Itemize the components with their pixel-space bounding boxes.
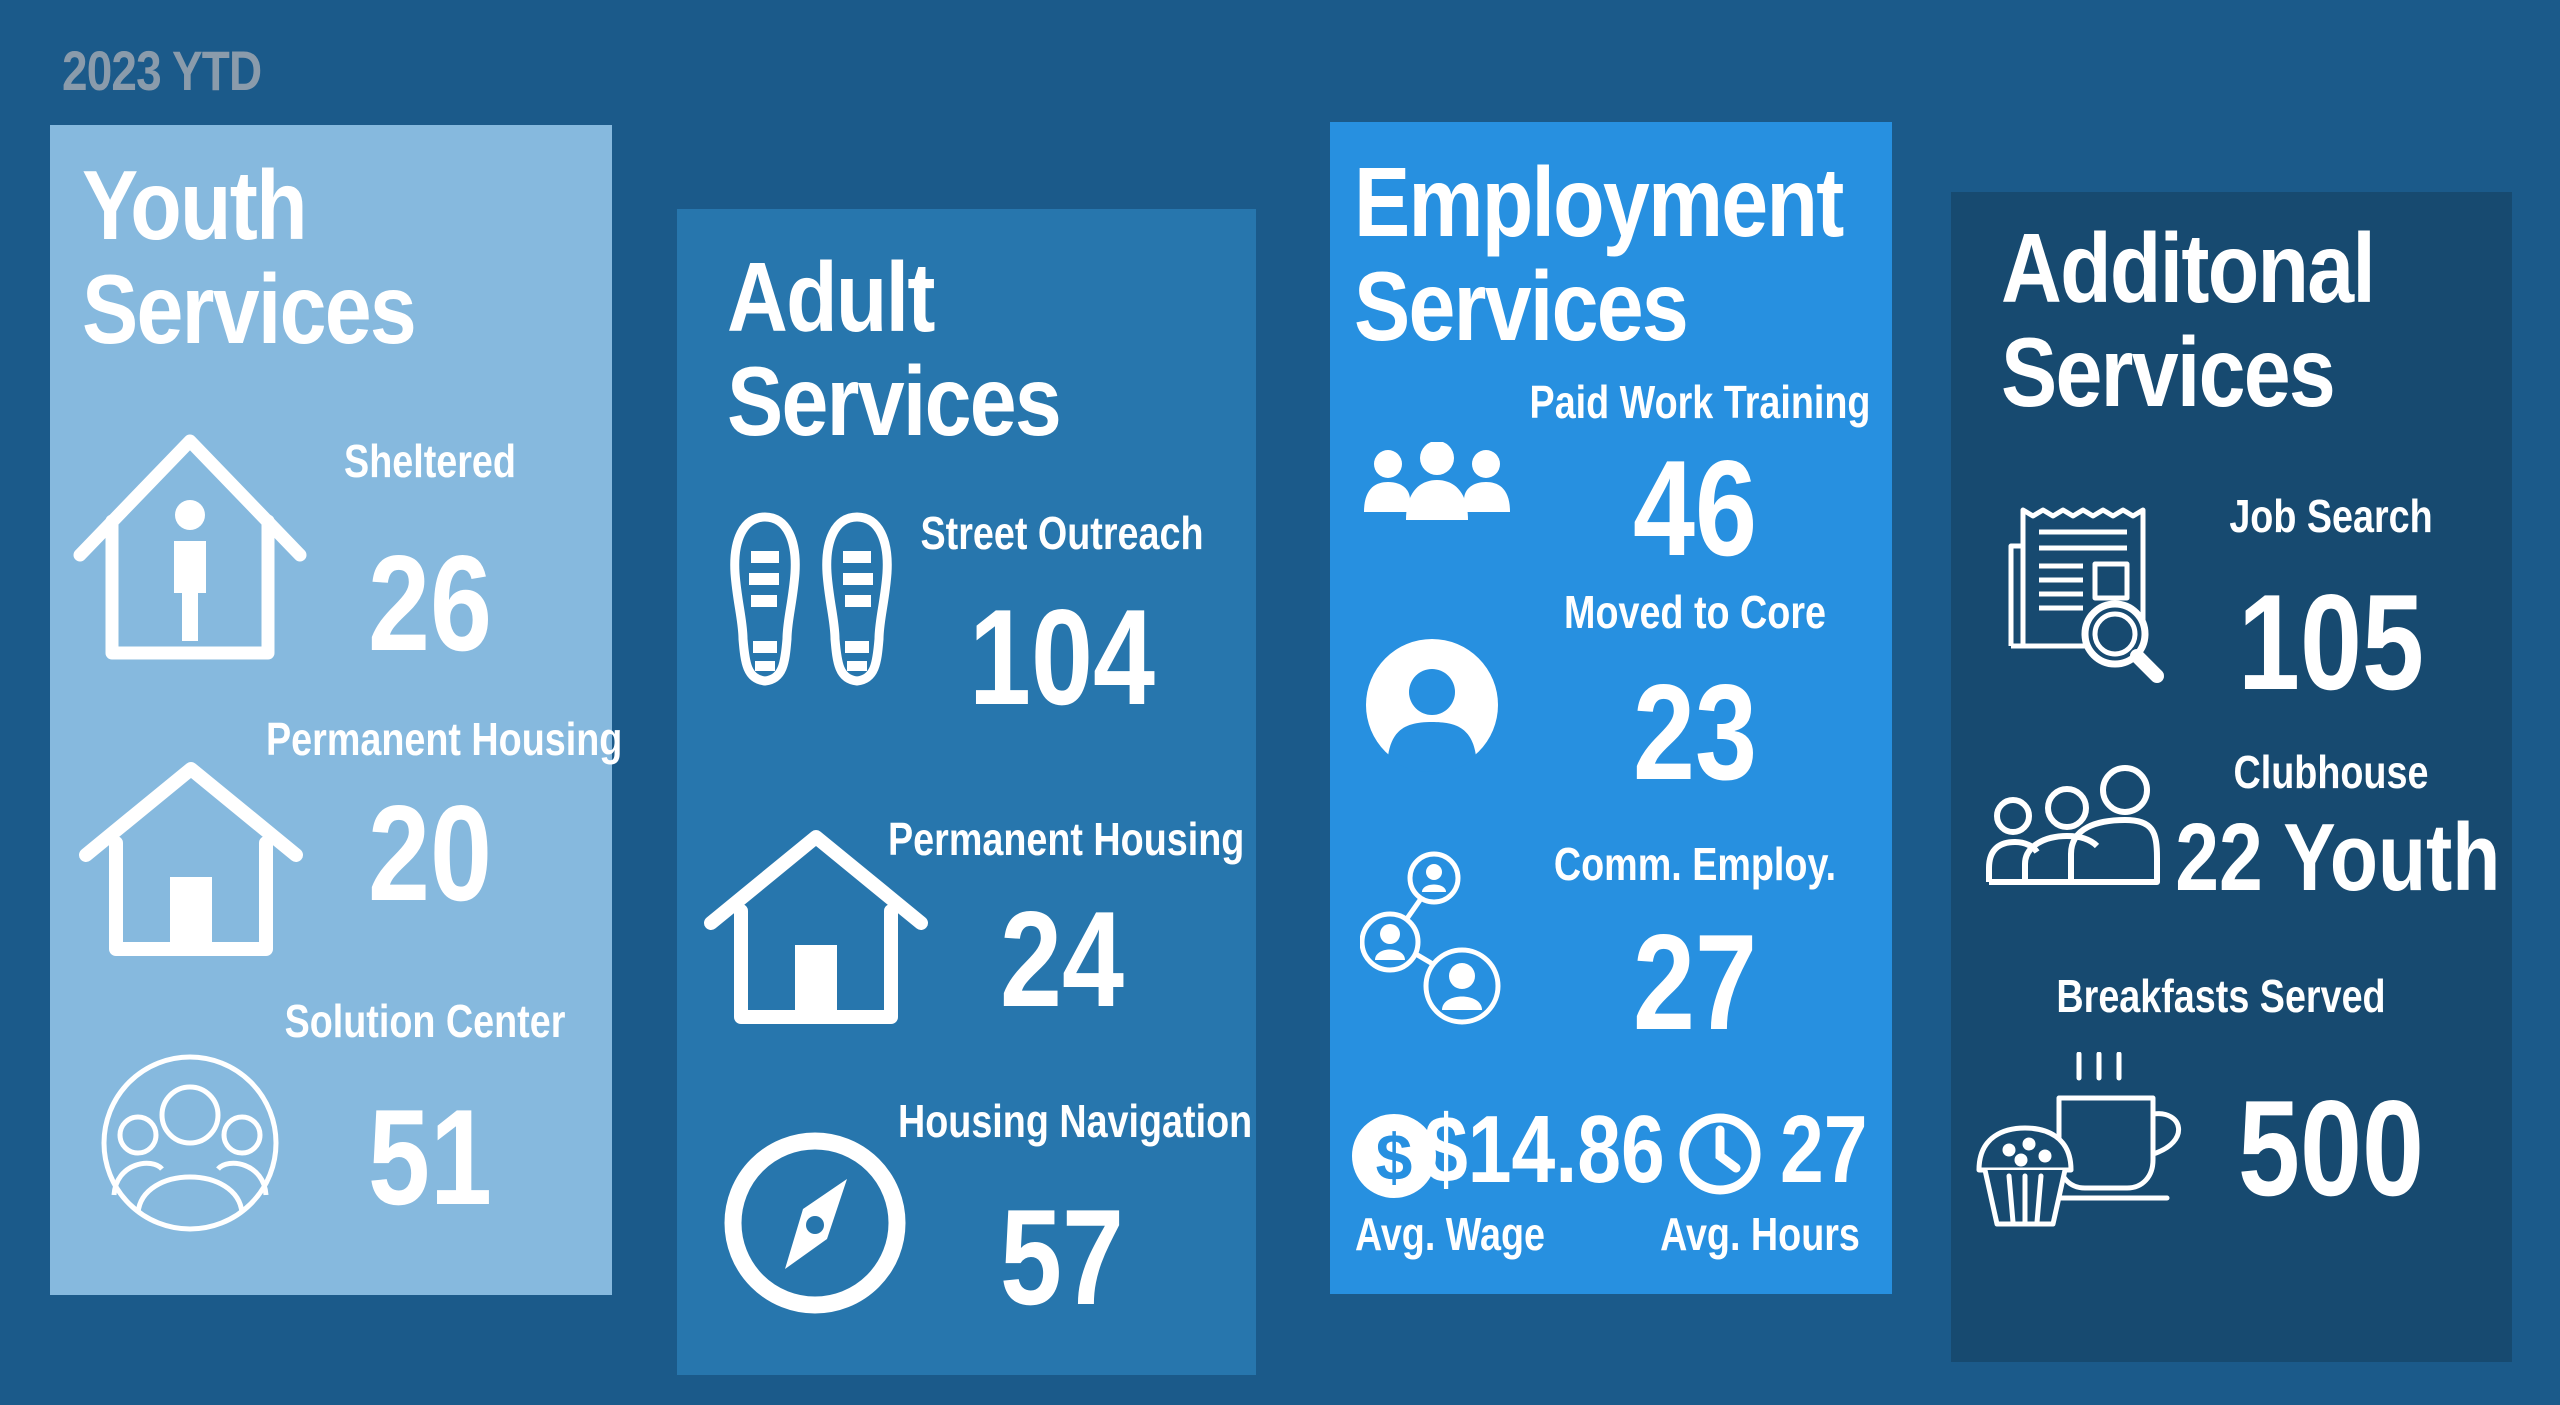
dollar-icon: $ <box>1350 1108 1438 1204</box>
stat-value-breakfasts-served: 500 <box>2237 1072 2425 1224</box>
stat-label-comm-employ: Comm. Employ. <box>1553 838 1837 890</box>
coffee-muffin-icon <box>1975 1052 2195 1232</box>
employment-services-title: Employment Services <box>1354 147 1844 361</box>
period-label: 2023 YTD <box>62 39 262 102</box>
stat-label-housing-navigation: Housing Navigation <box>898 1095 1253 1147</box>
house-person-icon <box>70 423 310 663</box>
stat-value-street-outreach: 104 <box>968 581 1156 733</box>
people-group-icon <box>1364 442 1510 522</box>
house-icon <box>78 759 304 959</box>
people-outline-icon <box>1985 762 2161 890</box>
clock-icon <box>1678 1108 1762 1200</box>
additional-services-panel: Additonal Services Job Search 105 <box>1951 192 2512 1362</box>
avg-hours-value: 27 <box>1780 1096 1868 1203</box>
group-circle-icon <box>100 1045 280 1241</box>
stat-label-solution-center: Solution Center <box>284 995 566 1047</box>
newspaper-search-icon <box>2003 506 2169 686</box>
person-circle-icon <box>1362 628 1502 782</box>
stat-value-clubhouse: 22 Youth <box>2175 804 2501 911</box>
adult-services-panel: Adult Services Street Outreach 104 Perm <box>677 209 1256 1375</box>
stat-value-permanent-housing: 20 <box>367 777 493 929</box>
youth-services-title: Youth Services <box>82 150 417 364</box>
adult-services-title: Adult Services <box>727 242 1062 456</box>
employment-services-panel: Employment Services Paid Work Training 4… <box>1330 122 1892 1294</box>
network-people-icon <box>1360 850 1510 1030</box>
stat-label-street-outreach: Street Outreach <box>920 507 1204 559</box>
stat-value-comm-employ: 27 <box>1632 906 1758 1058</box>
youth-services-panel: Youth Services Sheltered 26 Permanent Ho… <box>50 125 623 1295</box>
avg-hours-label: Avg. Hours <box>1660 1208 1860 1260</box>
stat-label-permanent-housing: Permanent Housing <box>266 713 623 765</box>
stat-value-paid-work-training: 46 <box>1632 432 1758 584</box>
avg-wage-label: Avg. Wage <box>1354 1208 1546 1260</box>
footprints-icon <box>725 511 897 707</box>
stat-label-breakfasts-served: Breakfasts Served <box>2056 970 2386 1022</box>
stat-label-moved-to-core: Moved to Core <box>1564 586 1826 638</box>
house-icon <box>703 827 929 1027</box>
stat-label-permanent-housing-adult: Permanent Housing <box>888 813 1245 865</box>
stat-value-permanent-housing-adult: 24 <box>999 883 1125 1035</box>
stat-label-paid-work-training: Paid Work Training <box>1529 376 1871 428</box>
stat-label-job-search: Job Search <box>2229 490 2433 542</box>
svg-text:$: $ <box>1376 1120 1413 1194</box>
compass-icon <box>723 1121 907 1321</box>
stat-value-moved-to-core: 23 <box>1632 656 1758 808</box>
additional-services-title: Additonal Services <box>2001 213 2376 427</box>
stat-value-solution-center: 51 <box>367 1081 493 1233</box>
stat-label-sheltered: Sheltered <box>344 435 516 487</box>
stat-value-job-search: 105 <box>2237 566 2425 718</box>
stat-label-clubhouse: Clubhouse <box>2233 746 2429 798</box>
stat-value-housing-navigation: 57 <box>999 1181 1125 1333</box>
stat-value-sheltered: 26 <box>367 527 493 679</box>
avg-wage-value: $14.86 <box>1424 1096 1665 1203</box>
